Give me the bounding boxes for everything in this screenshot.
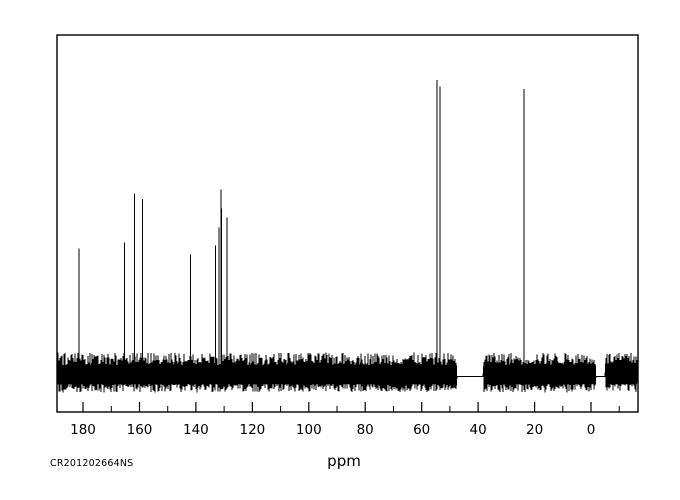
- x-tick-label: 120: [240, 422, 266, 438]
- x-tick-label: 80: [357, 422, 374, 438]
- x-tick-label: 140: [183, 422, 209, 438]
- sample-id-label: CR201202664NS: [50, 458, 133, 469]
- x-tick-label: 20: [526, 422, 543, 438]
- x-tick-label: 100: [296, 422, 322, 438]
- x-tick-label: 180: [70, 422, 96, 438]
- x-axis-title: ppm: [327, 452, 361, 470]
- x-axis-tick-labels: 180 160 140 120 100 80 60 40 20 0: [70, 422, 595, 438]
- x-tick-label: 60: [413, 422, 430, 438]
- x-tick-label: 0: [587, 422, 596, 438]
- x-tick-label: 160: [127, 422, 153, 438]
- spectrum-trace: [57, 352, 638, 393]
- x-tick-label: 40: [470, 422, 487, 438]
- peak-lines: [78, 79, 525, 378]
- plot-frame: [56, 34, 639, 413]
- x-axis-ticks: [82, 402, 620, 412]
